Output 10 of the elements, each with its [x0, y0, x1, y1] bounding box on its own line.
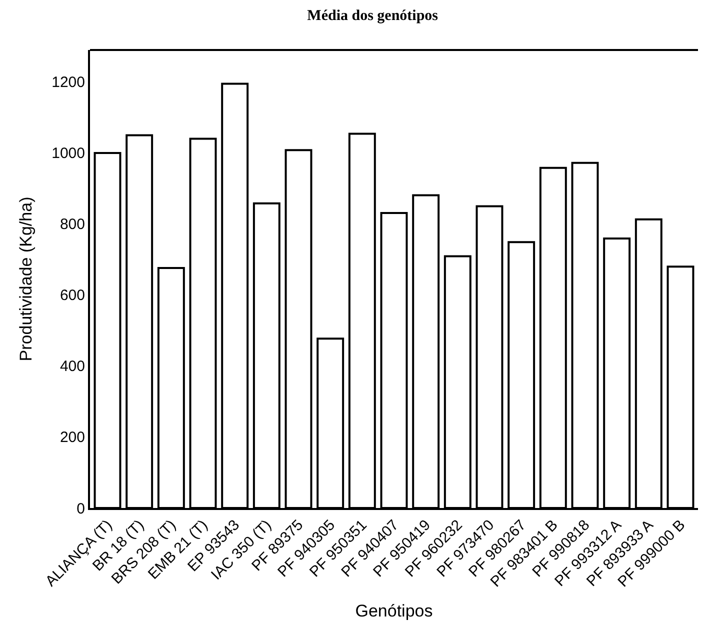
y-tick-label: 800	[60, 216, 85, 234]
y-tick-label: 1200	[52, 74, 85, 92]
x-axis-title: Genótipos	[355, 601, 433, 620]
y-tick-label: 200	[60, 429, 85, 446]
y-tick-label: 1000	[52, 145, 85, 162]
y-tick-label: 0	[76, 500, 85, 518]
y-axis-title: Produtividade (Kg/ha)	[16, 196, 36, 362]
y-tick-label: 600	[60, 287, 85, 304]
chart-title: Média dos genótipos	[307, 8, 438, 24]
y-tick-label: 400	[60, 358, 85, 376]
